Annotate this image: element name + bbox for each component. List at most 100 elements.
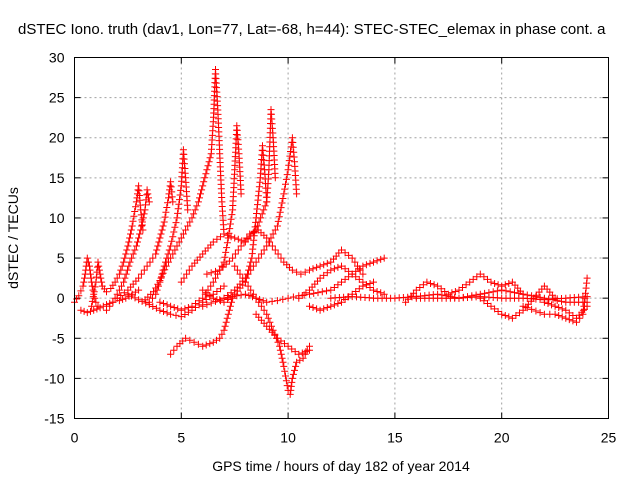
- data-point: [161, 213, 169, 221]
- data-point: [487, 302, 495, 310]
- data-point: [338, 298, 345, 306]
- data-point: [117, 266, 125, 274]
- data-point: [205, 158, 213, 166]
- data-point: [282, 180, 289, 188]
- data-point: [273, 334, 281, 342]
- data-point: [170, 228, 178, 236]
- data-point: [501, 312, 509, 319]
- data-point: [264, 314, 272, 322]
- data-point: [256, 296, 264, 303]
- data-point: [180, 274, 188, 282]
- data-point: [306, 302, 313, 310]
- data-point: [427, 280, 434, 287]
- data-point: [298, 349, 306, 357]
- data-point: [94, 258, 102, 266]
- data-point: [177, 186, 185, 194]
- data-point: [132, 242, 140, 250]
- data-point: [138, 297, 146, 305]
- data-point: [287, 148, 294, 155]
- data-point: [282, 377, 290, 385]
- data-point: [131, 294, 139, 302]
- data-point: [320, 305, 328, 313]
- data-point: [284, 166, 292, 174]
- data-point: [88, 302, 96, 310]
- x-tick-label: 25: [601, 430, 617, 446]
- data-point: [263, 310, 271, 318]
- data-point: [266, 318, 274, 326]
- x-tick-label: 10: [280, 430, 296, 446]
- data-point: [231, 234, 239, 242]
- data-point: [233, 292, 241, 300]
- data-point: [292, 362, 300, 370]
- data-point: [80, 278, 88, 286]
- data-point: [320, 261, 328, 269]
- data-point: [126, 258, 134, 266]
- data-point: [143, 262, 151, 270]
- data-point: [177, 313, 185, 321]
- data-point: [306, 266, 313, 274]
- data-point: [271, 174, 279, 182]
- data-point: [88, 297, 96, 305]
- data-point: [334, 281, 342, 289]
- data-point: [122, 250, 130, 258]
- data-point: [168, 237, 176, 245]
- data-point: [359, 270, 367, 278]
- data-point: [276, 208, 284, 216]
- data-point: [512, 312, 520, 319]
- data-point: [309, 304, 317, 311]
- data-point: [334, 300, 342, 307]
- data-point: [234, 235, 242, 243]
- data-point: [186, 218, 194, 226]
- data-point: [462, 281, 470, 289]
- data-point: [362, 281, 370, 289]
- data-point: [250, 228, 258, 236]
- data-point: [145, 198, 153, 206]
- data-point: [209, 238, 217, 246]
- data-point: [174, 305, 182, 313]
- data-point: [245, 292, 253, 299]
- data-point: [314, 289, 322, 297]
- data-point: [199, 302, 207, 310]
- data-point: [330, 301, 338, 309]
- data-point: [218, 330, 226, 338]
- data-point: [184, 206, 192, 214]
- data-point: [91, 283, 99, 291]
- data-point: [313, 263, 321, 271]
- data-point: [469, 275, 477, 283]
- data-point: [373, 288, 381, 295]
- data-point: [274, 217, 282, 225]
- data-point: [297, 270, 305, 278]
- data-point: [480, 273, 488, 281]
- data-point: [338, 246, 345, 254]
- data-point: [237, 291, 245, 299]
- data-point: [103, 288, 110, 296]
- data-point: [96, 270, 104, 278]
- data-point: [201, 290, 209, 298]
- data-point: [177, 278, 185, 286]
- data-point: [131, 246, 139, 254]
- data-point: [194, 198, 202, 206]
- data-point: [111, 278, 119, 286]
- data-point: [476, 270, 484, 278]
- data-point: [93, 305, 101, 313]
- data-point: [202, 296, 210, 303]
- data-point: [156, 298, 164, 306]
- data-point: [283, 382, 291, 390]
- data-point: [163, 204, 171, 211]
- data-point: [551, 310, 559, 318]
- data-point: [288, 374, 296, 382]
- data-point: [222, 248, 230, 256]
- data-point: [355, 285, 363, 293]
- data-point: [268, 297, 276, 305]
- data-point: [121, 274, 129, 282]
- axis-ticks: [74, 57, 609, 419]
- data-point: [77, 287, 85, 295]
- data-point: [355, 275, 363, 283]
- data-point: [167, 178, 175, 186]
- x-tick-label: 0: [71, 430, 79, 446]
- data-point: [220, 282, 228, 290]
- data-point: [138, 222, 146, 230]
- data-point: [323, 304, 331, 311]
- data-point: [84, 258, 92, 266]
- data-point: [227, 215, 235, 223]
